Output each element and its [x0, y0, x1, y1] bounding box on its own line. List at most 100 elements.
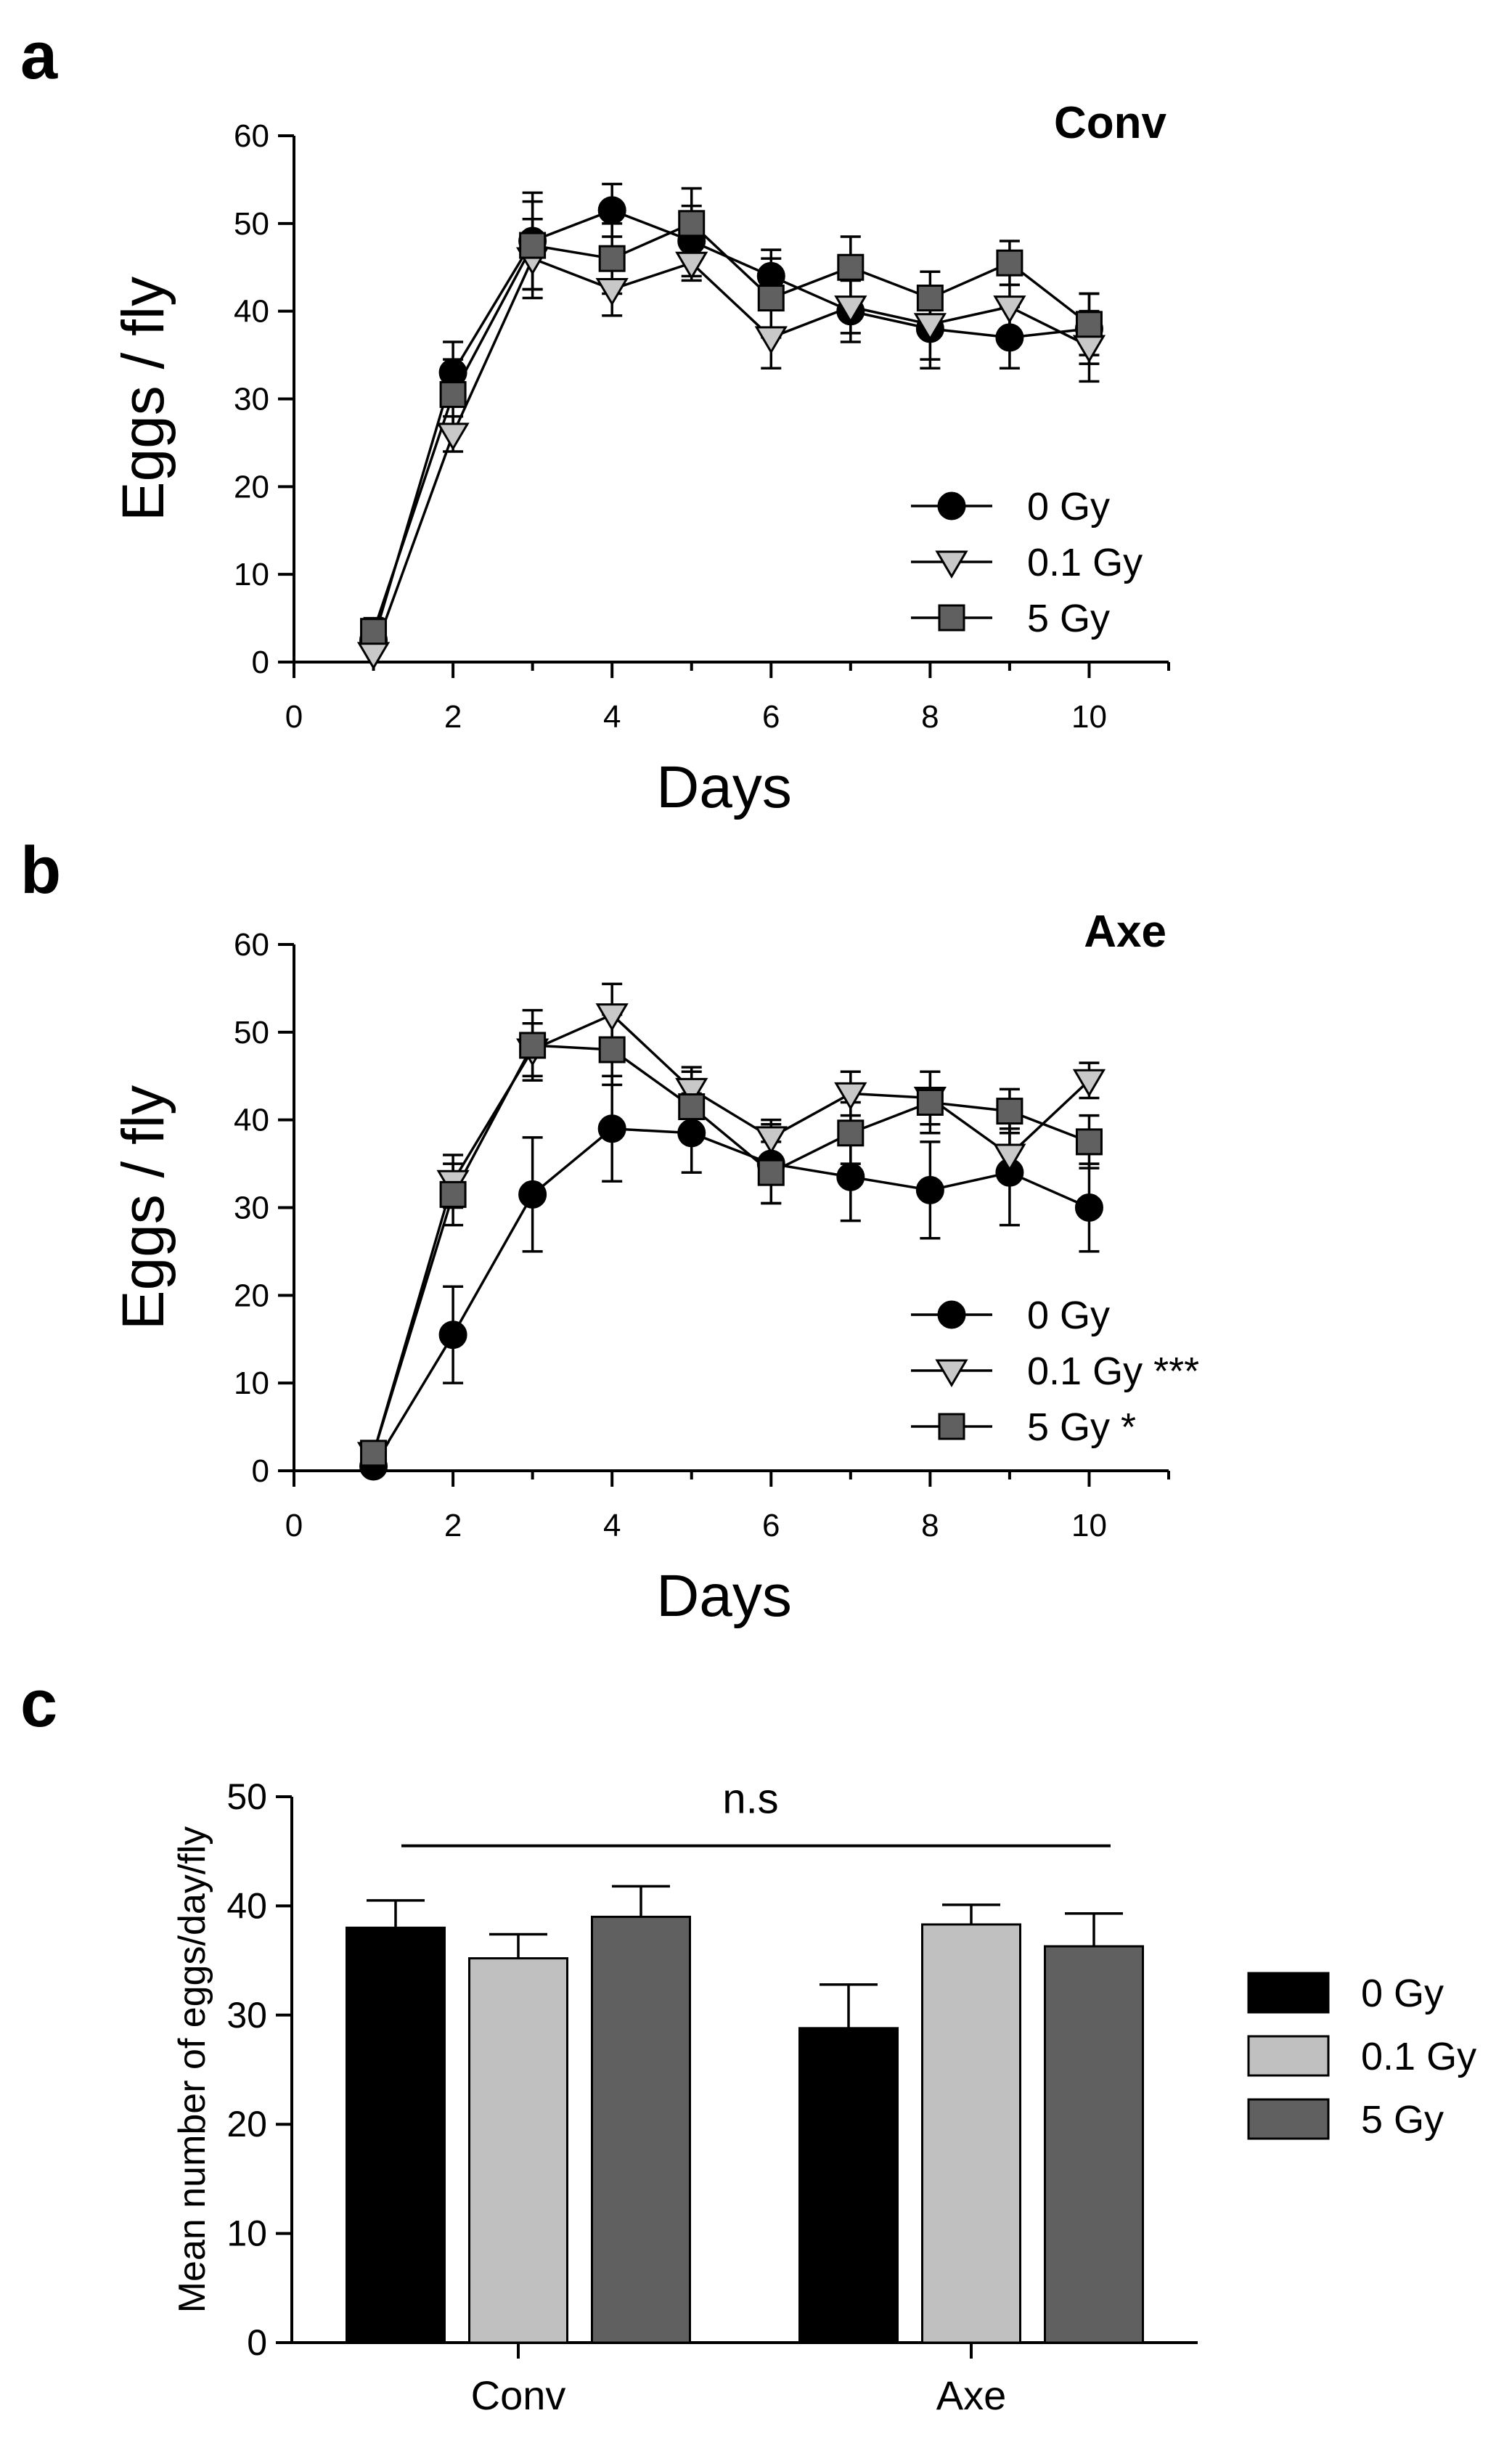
chart-a-series-0-1-gy-line	[372, 256, 1090, 654]
chart-b-title: Axe	[1084, 907, 1166, 957]
chart-b-x-tick-label: 4	[603, 1508, 621, 1543]
chart-a-legend-0-1-gy-marker	[935, 550, 968, 579]
chart-a-x-tick-label: 10	[1071, 699, 1107, 735]
chart-b-y-tick-label: 40	[234, 1103, 269, 1138]
chart-c-y-tick-label: 30	[226, 1995, 267, 2036]
chart-a-series-5-gy-line	[372, 221, 1090, 632]
chart-c-bar-conv-5-gy	[591, 1915, 691, 2344]
chart-c-category-label-axe: Axe	[936, 2372, 1007, 2418]
chart-b-y-tick-label: 30	[234, 1191, 269, 1226]
chart-a-series-5-gy-point	[996, 249, 1023, 277]
chart-a-legend-5-gy-label: 5 Gy	[1027, 597, 1110, 640]
chart-a-y-tick-label: 40	[234, 294, 269, 330]
chart-b-series-5-gy-point	[360, 1440, 388, 1467]
chart-b-legend-0-1-gy-marker	[935, 1359, 968, 1387]
chart-a-series-0-1-gy-point	[436, 423, 470, 451]
chart-b-legend-5-gy-marker	[938, 1413, 965, 1440]
chart-b-series-0-gy-point	[597, 1114, 626, 1143]
chart-a-series-5-gy-point	[678, 210, 706, 237]
chart-a-title: Conv	[1054, 98, 1167, 148]
chart-a-series-5-gy-point	[598, 245, 626, 272]
chart-a-series-0-gy-point	[597, 196, 626, 225]
chart-a-series-0-gy-point	[995, 323, 1024, 352]
chart-b-series-0-gy-point	[836, 1162, 865, 1191]
chart-b-x-axis-label: Days	[656, 1563, 792, 1629]
chart-b-series-0-1-gy-point	[754, 1126, 788, 1154]
chart-a-legend-5-gy-marker	[938, 604, 965, 632]
chart-c-y-axis-label: Mean number of eggs/day/fly	[171, 1826, 213, 2314]
chart-b-series-0-gy-point	[438, 1320, 467, 1350]
chart-c-legend-0-1-gy-swatch	[1247, 2035, 1330, 2077]
chart-a-x-tick-label: 6	[762, 699, 780, 735]
chart-b-series-5-gy-point	[598, 1036, 626, 1064]
chart-a-series-5-gy-point	[439, 380, 467, 408]
chart-b-x-tick-label: 0	[285, 1508, 303, 1543]
panel-letter-b: b	[20, 833, 61, 907]
chart-b-y-tick-label: 0	[252, 1453, 269, 1489]
chart-a-y-tick-label: 60	[234, 118, 269, 154]
chart-c-legend-0-1-gy-label: 0.1 Gy	[1361, 2035, 1476, 2078]
chart-b-y-tick-label: 50	[234, 1015, 269, 1050]
chart-b-x-tick-label: 2	[444, 1508, 462, 1543]
chart-c-legend-0-gy-swatch	[1247, 1972, 1330, 2014]
bar-chart-mean-eggs: 0 10 20 30 40 50 Mean number of eggs/day/fly Co…	[171, 1776, 1476, 2418]
chart-b-series-0-gy-point	[677, 1119, 706, 1148]
chart-a-legend-0-gy-marker	[937, 491, 966, 521]
panel-letter-a: a	[20, 19, 58, 93]
chart-c-legend-5-gy-label: 5 Gy	[1361, 2098, 1444, 2142]
chart-c-y-tick-label: 50	[226, 1776, 267, 1817]
chart-a-series-0-1-gy-point	[675, 251, 708, 280]
panel-letter-c: c	[20, 1667, 57, 1741]
chart-c-significance-label: n.s	[722, 1776, 778, 1823]
chart-b-x-tick-label: 10	[1071, 1508, 1107, 1543]
chart-b-y-tick-label: 20	[234, 1278, 269, 1313]
line-chart-conv: 0 10 20 30 40 50 60 0 2 4 6 8 10 Days Eggs / fly Conv 0 …	[110, 98, 1170, 820]
chart-b-legend-0-gy-marker	[937, 1300, 966, 1329]
chart-c-bar-conv-0-gy	[346, 1926, 446, 2344]
chart-a-legend-0-1-gy-label: 0.1 Gy	[1027, 541, 1143, 584]
chart-b-y-axis-label: Eggs / fly	[110, 1085, 176, 1330]
chart-b-x-tick-label: 8	[921, 1508, 939, 1543]
chart-a-x-axis-label: Days	[656, 754, 792, 820]
chart-b-series-0-1-gy-line	[372, 1013, 1090, 1454]
chart-b-x-tick-label: 6	[762, 1508, 780, 1543]
chart-a-series-0-1-gy-point	[834, 295, 867, 324]
chart-b-series-0-1-gy-point	[1072, 1069, 1106, 1098]
chart-a-series-0-1-gy-point	[754, 326, 788, 354]
line-chart-axe: 0 10 20 30 40 50 60 0 2 4 6 8 10 Days Eggs / fly Axe 0 G…	[110, 907, 1199, 1629]
chart-a-x-tick-label: 4	[603, 699, 621, 735]
chart-a-series-0-1-gy-point	[595, 277, 629, 306]
chart-b-y-tick-label: 10	[234, 1366, 269, 1401]
chart-b-legend-5-gy-label: 5 Gy *	[1027, 1405, 1136, 1449]
chart-b-series-5-gy-point	[996, 1098, 1023, 1125]
chart-b-series-0-1-gy-point	[675, 1077, 708, 1106]
chart-b-series-0-gy-point	[518, 1180, 547, 1209]
chart-c-y-tick-label: 0	[247, 2322, 267, 2363]
chart-a-legend-0-gy-label: 0 Gy	[1027, 485, 1110, 528]
chart-c-legend-0-gy-label: 0 Gy	[1361, 1972, 1444, 2015]
chart-b-series-0-1-gy-point	[834, 1082, 867, 1111]
chart-b-series-5-gy-point	[678, 1093, 706, 1121]
chart-c-y-tick-label: 20	[226, 2104, 267, 2144]
chart-a-series-5-gy-point	[519, 232, 547, 259]
chart-b-y-tick-label: 60	[234, 927, 269, 963]
chart-a-series-5-gy-point	[360, 618, 388, 645]
chart-a-series-5-gy-point	[837, 253, 865, 281]
chart-a-series-0-1-gy-point	[913, 313, 947, 341]
chart-b-legend-0-1-gy-label: 0.1 Gy ***	[1027, 1350, 1199, 1393]
chart-a-series-5-gy-point	[1075, 311, 1103, 338]
chart-c-y-tick-label: 10	[226, 2213, 267, 2254]
chart-b-series-5-gy-point	[757, 1159, 785, 1186]
chart-b-series-0-gy-point	[915, 1175, 944, 1204]
chart-c-bar-axe-5-gy	[1044, 1945, 1144, 2344]
chart-a-y-tick-label: 0	[252, 645, 269, 680]
chart-a-y-tick-label: 20	[234, 469, 269, 505]
chart-c-bar-axe-0-1-gy	[921, 1923, 1021, 2344]
chart-c-bar-conv-0-1-gy	[468, 1957, 568, 2344]
chart-b-series-5-gy-point	[837, 1119, 865, 1147]
chart-b-series-0-gy-line	[372, 1127, 1090, 1467]
chart-a-series-0-1-gy-point	[993, 295, 1026, 324]
chart-b-series-5-gy-point	[439, 1180, 467, 1208]
